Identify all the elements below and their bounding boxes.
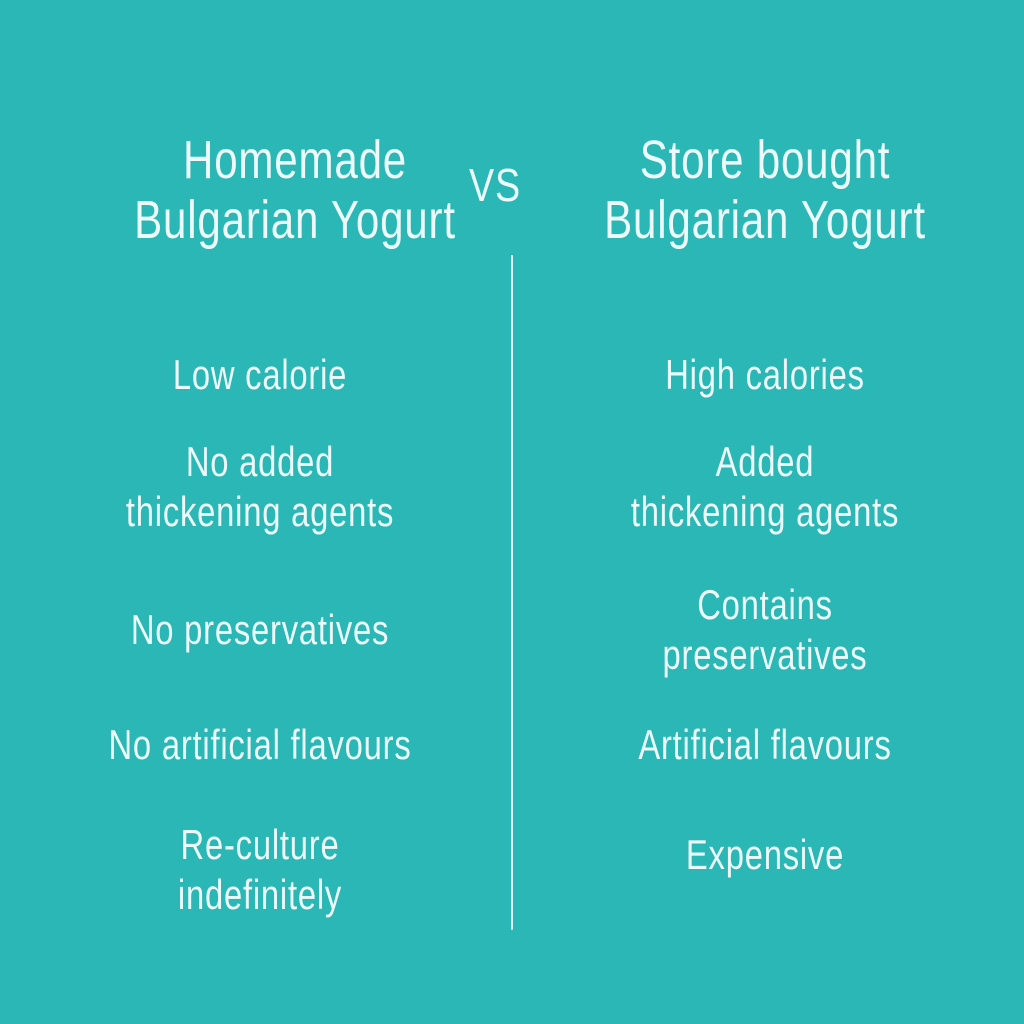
right-column-title: Store bought Bulgarian Yogurt [604, 130, 926, 250]
left-item-re-culture-indefinitely: Re-culture indefinitely [177, 821, 343, 918]
left-column-title: Homemade Bulgarian Yogurt [134, 130, 456, 250]
left-item-low-calorie: Low calorie [172, 351, 348, 398]
right-item-added-thickening-agents: Added thickening agents [630, 438, 900, 535]
vs-label: VS [469, 159, 521, 211]
right-item-artificial-flavours: Artificial flavours [638, 721, 892, 768]
right-item-contains-preservatives: Contains preservatives [662, 581, 868, 678]
left-item-no-added-thickening-agents: No added thickening agents [125, 438, 395, 535]
right-item-expensive: Expensive [685, 831, 845, 878]
right-item-high-calories: High calories [665, 351, 865, 398]
column-divider [511, 255, 513, 930]
left-item-no-preservatives: No preservatives [130, 606, 390, 653]
left-item-no-artificial-flavours: No artificial flavours [108, 721, 412, 768]
